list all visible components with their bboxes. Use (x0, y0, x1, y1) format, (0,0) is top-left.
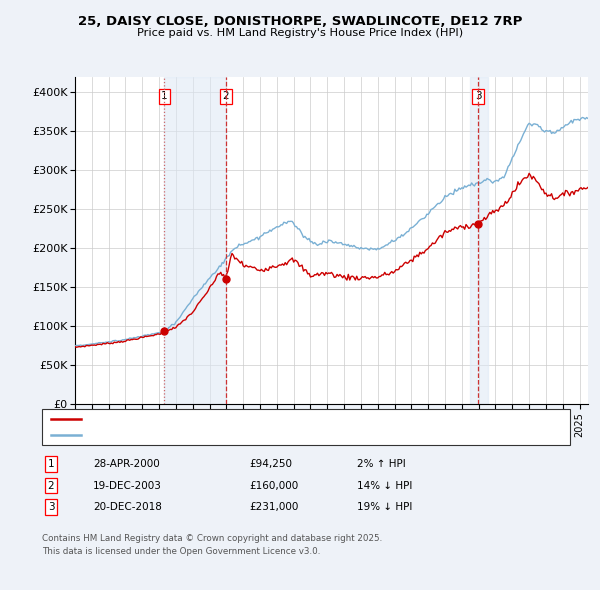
Text: 25, DAISY CLOSE, DONISTHORPE, SWADLINCOTE, DE12 7RP (detached house): 25, DAISY CLOSE, DONISTHORPE, SWADLINCOT… (87, 414, 475, 424)
Text: 3: 3 (47, 502, 55, 512)
Text: This data is licensed under the Open Government Licence v3.0.: This data is licensed under the Open Gov… (42, 547, 320, 556)
Text: Price paid vs. HM Land Registry's House Price Index (HPI): Price paid vs. HM Land Registry's House … (137, 28, 463, 38)
Text: £231,000: £231,000 (249, 502, 298, 512)
Text: 14% ↓ HPI: 14% ↓ HPI (357, 481, 412, 490)
Text: 19-DEC-2003: 19-DEC-2003 (93, 481, 162, 490)
Text: 2% ↑ HPI: 2% ↑ HPI (357, 460, 406, 469)
Text: 25, DAISY CLOSE, DONISTHORPE, SWADLINCOTE, DE12 7RP: 25, DAISY CLOSE, DONISTHORPE, SWADLINCOT… (78, 15, 522, 28)
Text: 1: 1 (161, 91, 168, 101)
Text: 28-APR-2000: 28-APR-2000 (93, 460, 160, 469)
Text: Contains HM Land Registry data © Crown copyright and database right 2025.: Contains HM Land Registry data © Crown c… (42, 534, 382, 543)
Text: 2: 2 (47, 481, 55, 490)
Bar (164, 77, 226, 404)
Text: 2: 2 (223, 91, 229, 101)
Bar (470, 77, 488, 404)
Text: £160,000: £160,000 (249, 481, 298, 490)
Text: 1: 1 (47, 460, 55, 469)
Text: 19% ↓ HPI: 19% ↓ HPI (357, 502, 412, 512)
Text: £94,250: £94,250 (249, 460, 292, 469)
Text: HPI: Average price, detached house, North West Leicestershire: HPI: Average price, detached house, Nort… (87, 430, 400, 440)
Text: 20-DEC-2018: 20-DEC-2018 (93, 502, 162, 512)
Text: 3: 3 (475, 91, 481, 101)
